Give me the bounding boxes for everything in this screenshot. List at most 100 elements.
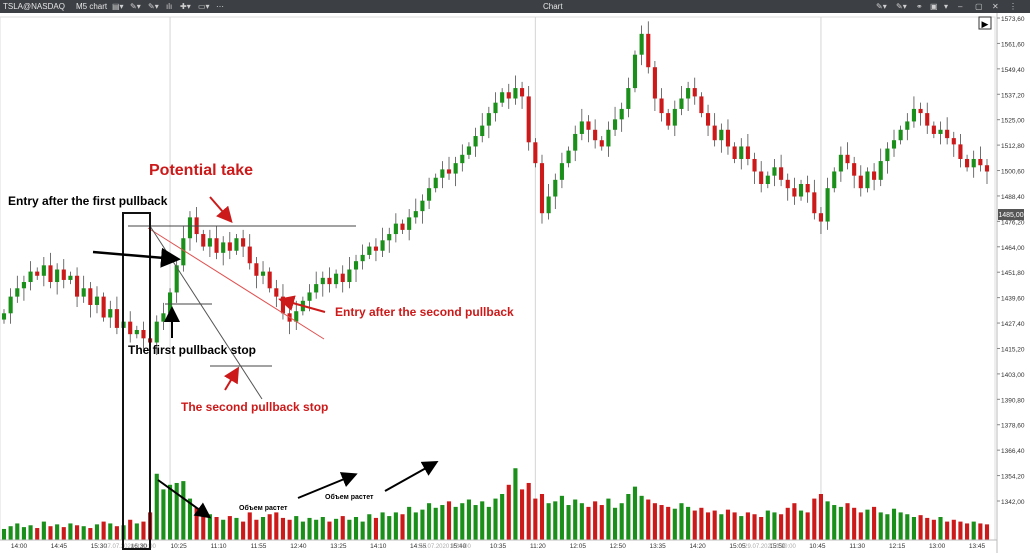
candle-body (825, 188, 830, 222)
volume-bar (440, 505, 445, 540)
volume-bar (267, 514, 272, 540)
candle-body (732, 146, 737, 159)
candle-body (599, 140, 604, 147)
volume-bar (393, 512, 398, 540)
chart-type-icon[interactable]: ▤▾ (112, 2, 124, 11)
maximize-icon[interactable]: ▢ (975, 2, 983, 11)
volume-bar (559, 495, 564, 540)
pencil-icon[interactable]: ✎▾ (896, 2, 907, 11)
candle-body (579, 121, 584, 134)
volume-bar (141, 521, 146, 540)
volume-bar (194, 507, 199, 540)
volume-bar (1, 528, 7, 540)
time-tick-label: 15:50 (769, 543, 786, 550)
volume-bar (207, 514, 212, 540)
template-icon[interactable]: ▭▾ (198, 2, 210, 11)
close-icon[interactable]: ✕ (992, 2, 999, 11)
volume-bar (327, 521, 332, 540)
time-tick-label: 12:15 (889, 543, 906, 550)
volume-bar (745, 512, 750, 540)
volume-bar (314, 519, 319, 540)
candle-body (911, 108, 916, 122)
volume-bar (725, 509, 731, 540)
time-tick-label: 12:50 (610, 543, 627, 550)
arrows (92, 196, 439, 519)
price-tick-label: 1354,20 (1001, 474, 1025, 481)
volume-bar (81, 526, 86, 540)
symbol-label[interactable]: TSLA@NASDAQ (3, 2, 65, 11)
entry-first-pullback-label: Entry after the first pullback (8, 194, 168, 208)
candle-body (546, 196, 551, 214)
candle-body (779, 167, 784, 180)
volume-bar (287, 519, 292, 540)
volume-bar (865, 509, 870, 540)
candle-body (393, 223, 398, 235)
red-trendline (147, 227, 325, 340)
volume-bar (526, 482, 531, 540)
volume-bar (94, 524, 100, 540)
lock-icon[interactable]: ▣ (930, 2, 938, 11)
link-icon[interactable]: ⚭ (916, 2, 923, 11)
scroll-right-button (978, 16, 992, 30)
candle-body (520, 88, 525, 97)
volume-bar (672, 508, 677, 540)
volume-bar (307, 517, 312, 540)
add-icon[interactable]: ✚▾ (180, 2, 191, 11)
candle-body (951, 138, 956, 145)
current-price-text: 1485,00 (998, 212, 1023, 219)
volume-bar (520, 489, 525, 540)
price-tick-label: 1464,00 (1001, 245, 1025, 252)
time-tick-label: 11:20 (530, 543, 546, 550)
volume-bar (553, 501, 558, 540)
volume-bar (254, 519, 259, 540)
candle-body (407, 217, 412, 230)
bar-chart-icon[interactable]: ılı (166, 2, 173, 11)
candle-body (772, 167, 777, 176)
candle-body (413, 211, 418, 218)
volume-bar (958, 521, 963, 540)
candle-body (460, 154, 465, 164)
volume-bar (925, 517, 930, 540)
candle-body (885, 148, 890, 162)
volume-bar (41, 521, 46, 540)
volume-bar (367, 514, 372, 540)
candle-body (307, 292, 312, 301)
candle-body (759, 171, 764, 185)
candle-body (705, 113, 711, 126)
volume-bar (918, 515, 923, 540)
volume-bar (101, 521, 106, 540)
volume-bar (878, 512, 883, 540)
volume-bar (181, 481, 186, 540)
candle-body (207, 238, 212, 247)
volume-bar (619, 503, 624, 540)
candle-body (878, 161, 883, 180)
candle-body (466, 146, 471, 155)
candle-body (553, 179, 558, 197)
volume-bar (480, 501, 485, 540)
settings-icon[interactable]: ⋮ (1009, 2, 1017, 11)
time-tick-label: 14:55 (410, 543, 427, 550)
candle-body (646, 33, 651, 68)
indicator-icon[interactable]: ✎▾ (148, 2, 159, 11)
candle-body (473, 136, 478, 147)
volume-bar (872, 506, 877, 540)
draw-icon[interactable]: ✎▾ (876, 2, 887, 11)
time-tick-label: 13:45 (969, 543, 986, 550)
volume-bar (891, 508, 897, 540)
volume-bar (885, 514, 890, 540)
volume-bar (234, 517, 239, 540)
more-icon[interactable]: ⋯ (216, 2, 224, 11)
candle-body (506, 92, 511, 99)
volume-bar (779, 514, 784, 540)
candle-body (88, 288, 93, 305)
minimize-icon[interactable]: – (958, 2, 963, 11)
menu-icon[interactable]: ▾ (944, 2, 949, 11)
draw-tool-icon[interactable]: ✎▾ (130, 2, 141, 11)
volume-bar (167, 484, 173, 540)
candle-body (480, 125, 485, 137)
volume-bar (971, 521, 976, 540)
timeframe-selector[interactable]: M5 chart (76, 2, 108, 11)
candle-body (925, 113, 930, 126)
candle-body (559, 163, 564, 180)
volume-bar (639, 495, 644, 540)
